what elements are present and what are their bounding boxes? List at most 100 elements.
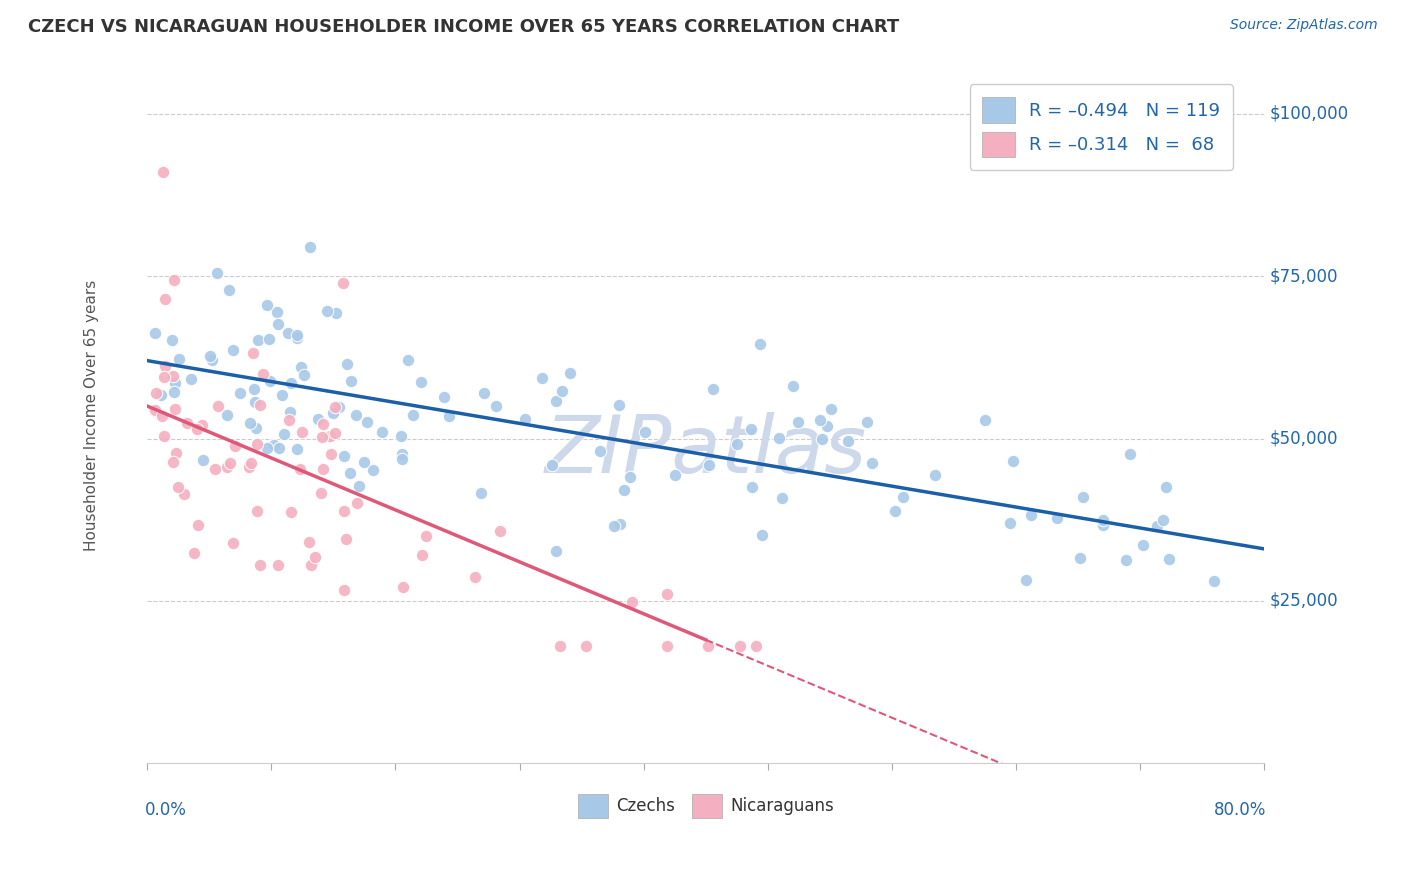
Nicaraguans [298, 535, 321, 549]
Czechs [163, 376, 186, 391]
Czechs [285, 328, 308, 343]
Nicaraguans [152, 370, 174, 384]
Nicaraguans [280, 505, 302, 519]
Czechs [1202, 574, 1225, 589]
Czechs [391, 448, 413, 462]
Czechs [770, 491, 793, 505]
Czechs [541, 458, 564, 472]
Czechs [1146, 519, 1168, 533]
Czechs [239, 417, 262, 431]
Nicaraguans [238, 459, 260, 474]
Czechs [361, 463, 384, 477]
Czechs [328, 400, 350, 414]
Nicaraguans [655, 587, 678, 601]
Nicaraguans [332, 276, 354, 290]
Czechs [751, 528, 773, 542]
Czechs [1015, 573, 1038, 587]
Czechs [222, 343, 245, 357]
Czechs [1091, 518, 1114, 533]
Czechs [1152, 513, 1174, 527]
Nicaraguans [245, 504, 267, 518]
Nicaraguans [150, 409, 173, 423]
Nicaraguans [176, 417, 198, 431]
Nicaraguans [152, 165, 174, 179]
Nicaraguans [550, 640, 572, 654]
Czechs [531, 371, 554, 385]
Czechs [163, 384, 186, 399]
Czechs [609, 398, 631, 412]
Czechs [160, 333, 183, 347]
Czechs [259, 374, 281, 388]
Nicaraguans [215, 460, 238, 475]
Nicaraguans [163, 273, 186, 287]
Legend: Czechs, Nicaraguans: Czechs, Nicaraguans [571, 788, 841, 824]
Nicaraguans [183, 546, 205, 560]
Czechs [1132, 538, 1154, 552]
Text: $100,000: $100,000 [1270, 105, 1348, 123]
Nicaraguans [207, 399, 229, 413]
Czechs [339, 467, 361, 481]
Text: CZECH VS NICARAGUAN HOUSEHOLDER INCOME OVER 65 YEARS CORRELATION CHART: CZECH VS NICARAGUAN HOUSEHOLDER INCOME O… [28, 18, 900, 36]
Czechs [198, 349, 221, 363]
Czechs [589, 444, 612, 458]
Nicaraguans [219, 456, 242, 470]
Czechs [1115, 553, 1137, 567]
Czechs [280, 376, 302, 390]
Nicaraguans [323, 426, 346, 441]
Czechs [243, 382, 266, 396]
Nicaraguans [242, 345, 264, 359]
Nicaraguans [165, 446, 187, 460]
Czechs [513, 412, 536, 426]
Nicaraguans [249, 398, 271, 412]
Czechs [613, 483, 636, 498]
Czechs [150, 388, 173, 402]
Nicaraguans [332, 504, 354, 518]
Czechs [603, 519, 626, 533]
Nicaraguans [304, 550, 326, 565]
Nicaraguans [621, 595, 644, 609]
Czechs [193, 452, 215, 467]
Nicaraguans [574, 640, 596, 654]
Nicaraguans [162, 455, 184, 469]
Czechs [697, 458, 720, 472]
Czechs [402, 408, 425, 422]
Nicaraguans [145, 403, 167, 417]
Czechs [998, 516, 1021, 530]
Text: ZIPatlas: ZIPatlas [544, 411, 868, 490]
Nicaraguans [186, 422, 208, 436]
Czechs [815, 418, 838, 433]
Czechs [344, 409, 367, 423]
Czechs [1021, 508, 1043, 522]
Nicaraguans [299, 558, 322, 572]
Czechs [609, 516, 631, 531]
Czechs [634, 425, 657, 440]
Text: Source: ZipAtlas.com: Source: ZipAtlas.com [1230, 18, 1378, 32]
Nicaraguans [191, 417, 214, 432]
Czechs [280, 405, 302, 419]
Czechs [1069, 550, 1091, 565]
Nicaraguans [411, 548, 433, 562]
Czechs [259, 332, 281, 346]
Nicaraguans [153, 359, 176, 374]
Czechs [217, 408, 239, 422]
Nicaraguans [655, 640, 678, 654]
Czechs [229, 386, 252, 401]
Czechs [205, 266, 228, 280]
Czechs [808, 412, 831, 426]
Czechs [180, 372, 202, 386]
Text: $25,000: $25,000 [1270, 591, 1339, 610]
Czechs [246, 333, 269, 347]
Text: $50,000: $50,000 [1270, 430, 1339, 448]
Czechs [285, 331, 308, 345]
Czechs [1046, 511, 1069, 525]
Czechs [702, 382, 724, 396]
Nicaraguans [415, 528, 437, 542]
Nicaraguans [277, 413, 299, 427]
Text: 0.0%: 0.0% [145, 801, 187, 820]
Czechs [333, 450, 356, 464]
Czechs [544, 544, 567, 558]
Czechs [356, 415, 378, 429]
Nicaraguans [745, 640, 768, 654]
Czechs [266, 317, 288, 331]
Czechs [749, 336, 772, 351]
